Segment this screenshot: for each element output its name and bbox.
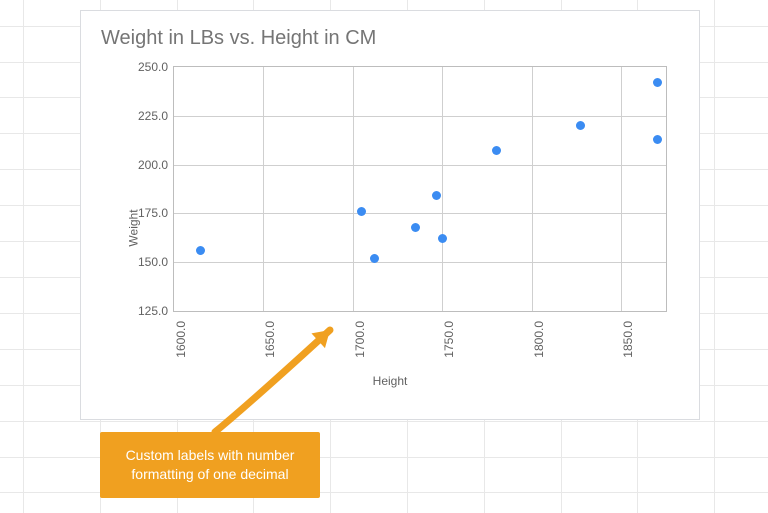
data-point (576, 121, 585, 130)
data-point (432, 191, 441, 200)
gridline-vertical (353, 67, 354, 311)
x-tick-label: 1600.0 (174, 321, 188, 358)
gridline-horizontal (174, 213, 666, 214)
x-axis-label: Height (373, 374, 408, 388)
chart-body: Weight 125.0150.0175.0200.0225.0250.0160… (101, 58, 679, 398)
callout-box: Custom labels with number formatting of … (100, 432, 320, 498)
x-tick-label: 1850.0 (621, 321, 635, 358)
data-point (653, 135, 662, 144)
y-tick-label: 150.0 (138, 255, 168, 269)
data-point (357, 207, 366, 216)
x-tick-label: 1750.0 (442, 321, 456, 358)
gridline-horizontal (174, 262, 666, 263)
x-tick-label: 1650.0 (263, 321, 277, 358)
sheet-col-line (23, 0, 24, 513)
gridline-vertical (263, 67, 264, 311)
data-point (370, 254, 379, 263)
y-tick-label: 250.0 (138, 60, 168, 74)
gridline-vertical (442, 67, 443, 311)
chart-card[interactable]: Weight in LBs vs. Height in CM Weight 12… (80, 10, 700, 420)
gridline-vertical (621, 67, 622, 311)
plot-area: 125.0150.0175.0200.0225.0250.01600.01650… (173, 66, 667, 312)
y-tick-label: 175.0 (138, 206, 168, 220)
y-tick-label: 200.0 (138, 158, 168, 172)
data-point (411, 223, 420, 232)
sheet-row-line (0, 421, 768, 422)
x-tick-label: 1700.0 (353, 321, 367, 358)
gridline-vertical (532, 67, 533, 311)
data-point (492, 146, 501, 155)
chart-title: Weight in LBs vs. Height in CM (101, 27, 679, 50)
data-point (653, 78, 662, 87)
data-point (196, 246, 205, 255)
data-point (438, 234, 447, 243)
sheet-col-line (714, 0, 715, 513)
y-tick-label: 225.0 (138, 109, 168, 123)
y-tick-label: 125.0 (138, 304, 168, 318)
gridline-horizontal (174, 116, 666, 117)
gridline-horizontal (174, 165, 666, 166)
x-tick-label: 1800.0 (532, 321, 546, 358)
